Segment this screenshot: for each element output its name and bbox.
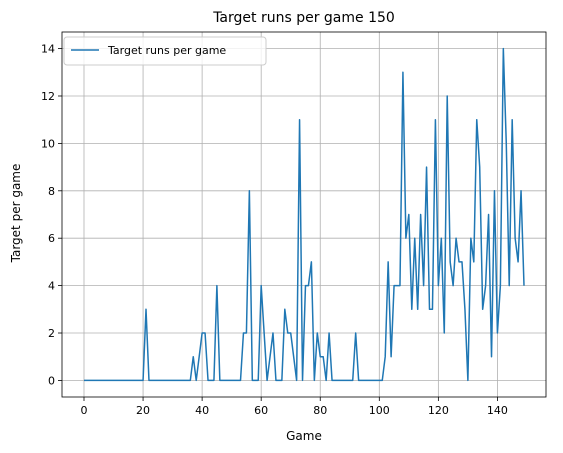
x-tick-label: 20 — [136, 404, 150, 417]
x-tick-label: 100 — [369, 404, 390, 417]
y-axis-ticks: 0 2 4 6 8 10 12 14 — [41, 43, 62, 387]
x-tick-label: 140 — [487, 404, 508, 417]
y-tick-label: 10 — [41, 137, 55, 150]
legend: Target runs per game — [63, 36, 267, 66]
y-tick-label: 6 — [48, 232, 55, 245]
y-tick-label: 12 — [41, 90, 55, 103]
plot-frame — [61, 31, 547, 398]
grid-lines — [62, 32, 546, 397]
y-axis-label: Target per game — [9, 164, 23, 264]
y-tick-label: 2 — [48, 327, 55, 340]
x-tick-label: 80 — [313, 404, 327, 417]
series-lines — [84, 47, 525, 382]
legend-box — [63, 36, 267, 66]
x-axis-ticks: 0 20 40 60 80 100 120 140 — [81, 397, 508, 417]
chart-title: Target runs per game 150 — [212, 10, 395, 26]
y-tick-label: 4 — [48, 280, 55, 293]
y-tick-label: 8 — [48, 185, 55, 198]
x-tick-label: 40 — [195, 404, 209, 417]
legend-label: Target runs per game — [107, 44, 226, 57]
y-tick-label: 14 — [41, 43, 55, 56]
series-line-0 — [84, 47, 525, 382]
x-tick-label: 60 — [254, 404, 268, 417]
x-tick-label: 120 — [428, 404, 449, 417]
x-axis-label: Game — [286, 429, 322, 443]
x-tick-label: 0 — [81, 404, 88, 417]
y-tick-label: 0 — [48, 374, 55, 387]
